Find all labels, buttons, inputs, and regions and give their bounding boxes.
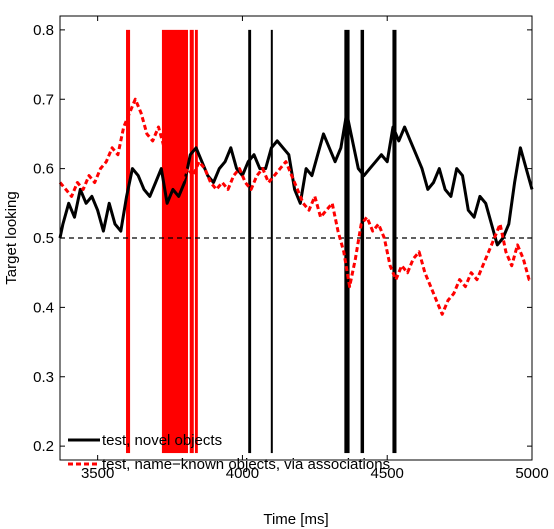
y-axis-label: Target looking <box>3 191 20 284</box>
significance-bar-2 <box>189 29 194 454</box>
y-tick-label-0.6: 0.6 <box>33 161 54 178</box>
legend-label-0: test, novel objects <box>102 432 222 449</box>
axes: 3500 4000 4500 5000 0.2 0.3 0.4 0.5 0.6 0.7 0.8 <box>33 15 549 482</box>
significance-bar-4 <box>248 29 252 454</box>
significance-bar-8 <box>392 29 397 454</box>
series-layer <box>58 97 534 316</box>
significance-bar-5 <box>270 29 273 454</box>
x-tick-label-4500: 4500 <box>371 465 404 482</box>
x-tick-label-3500: 3500 <box>81 465 114 482</box>
series-line-1 <box>58 97 532 316</box>
significance-bar-0 <box>126 29 131 454</box>
significance-bars <box>126 29 397 454</box>
legend-label-1: test, name−known objects, via associatio… <box>102 456 390 473</box>
legend: test, novel objects test, name−known obje… <box>68 432 390 473</box>
y-tick-label-0.7: 0.7 <box>33 91 54 108</box>
significance-bar-1 <box>161 29 188 454</box>
significance-bar-7 <box>360 29 365 454</box>
y-tick-label-0.5: 0.5 <box>33 230 54 247</box>
series-line-0 <box>58 111 534 247</box>
y-tick-label-0.3: 0.3 <box>33 369 54 386</box>
significance-bar-6 <box>344 29 350 454</box>
x-tick-label-5000: 5000 <box>515 465 548 482</box>
y-tick-label-0.2: 0.2 <box>33 438 54 455</box>
significance-bar-3 <box>194 29 198 454</box>
y-tick-label-0.4: 0.4 <box>33 299 54 316</box>
y-tick-label-0.8: 0.8 <box>33 22 54 39</box>
x-tick-label-4000: 4000 <box>226 465 259 482</box>
x-axis-label: Time [ms] <box>263 511 328 528</box>
